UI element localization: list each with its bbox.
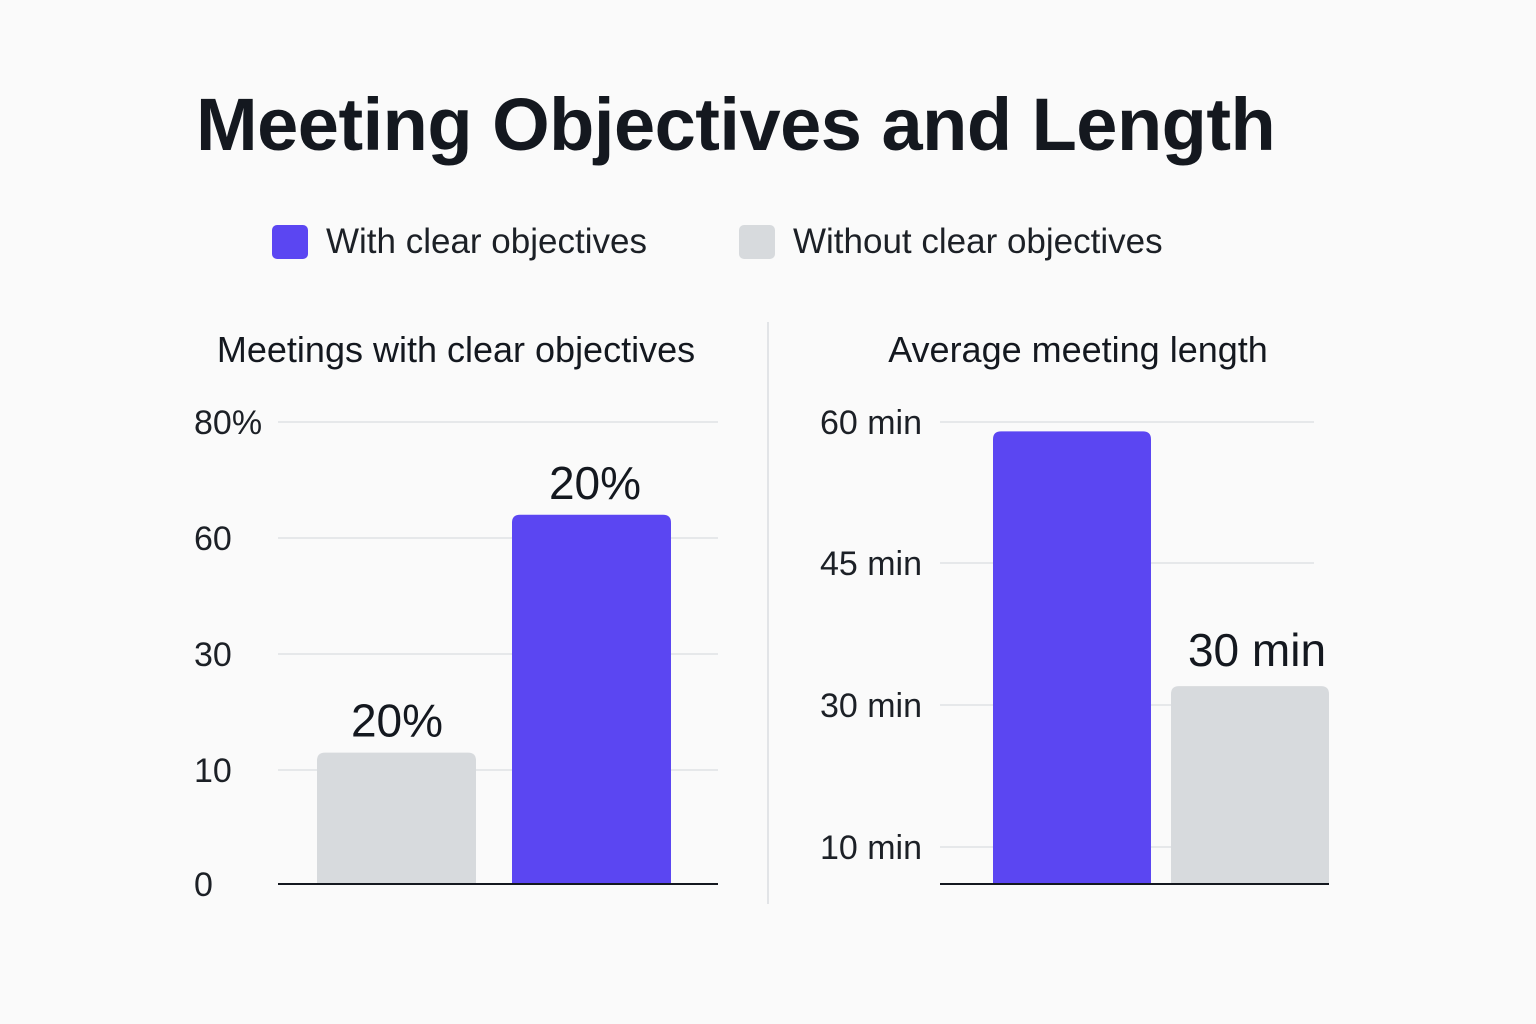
objectives-chart-y-tick-label: 10 bbox=[194, 752, 232, 790]
objectives-chart-y-tick-label: 0 bbox=[194, 866, 213, 904]
objectives-chart-data-label: 20% bbox=[351, 695, 443, 747]
legend-swatch-without bbox=[739, 225, 775, 259]
legend-label-with: With clear objectives bbox=[326, 222, 647, 261]
chart-title: Meeting Objectives and Length bbox=[196, 83, 1276, 166]
objectives-chart-y-tick-label: 80% bbox=[194, 404, 262, 442]
legend-label-without: Without clear objectives bbox=[793, 222, 1163, 261]
length-chart-bar bbox=[1171, 686, 1329, 884]
panel-divider bbox=[767, 322, 769, 904]
legend-item-without: Without clear objectives bbox=[739, 222, 1163, 262]
legend: With clear objectives Without clear obje… bbox=[0, 222, 1536, 262]
objectives-chart-data-label: 20% bbox=[549, 457, 641, 509]
objectives-chart-y-tick-label: 30 bbox=[194, 636, 232, 674]
length-chart-y-tick-label: 30 min bbox=[820, 687, 922, 725]
length-chart-bar bbox=[993, 431, 1151, 884]
objectives-chart-bar bbox=[317, 752, 476, 884]
length-chart-y-tick-label: 60 min bbox=[820, 404, 922, 442]
legend-swatch-with bbox=[272, 225, 308, 259]
objectives-chart-title: Meetings with clear objectives bbox=[217, 329, 695, 370]
length-chart-y-tick-label: 45 min bbox=[820, 545, 922, 583]
length-chart-title: Average meeting length bbox=[888, 329, 1268, 370]
length-chart-data-label: 30 min bbox=[1188, 624, 1326, 676]
legend-item-with: With clear objectives bbox=[272, 222, 647, 262]
objectives-chart-y-tick-label: 60 bbox=[194, 520, 232, 558]
length-chart-y-tick-label: 10 min bbox=[820, 829, 922, 867]
objectives-chart-bar bbox=[512, 514, 671, 884]
